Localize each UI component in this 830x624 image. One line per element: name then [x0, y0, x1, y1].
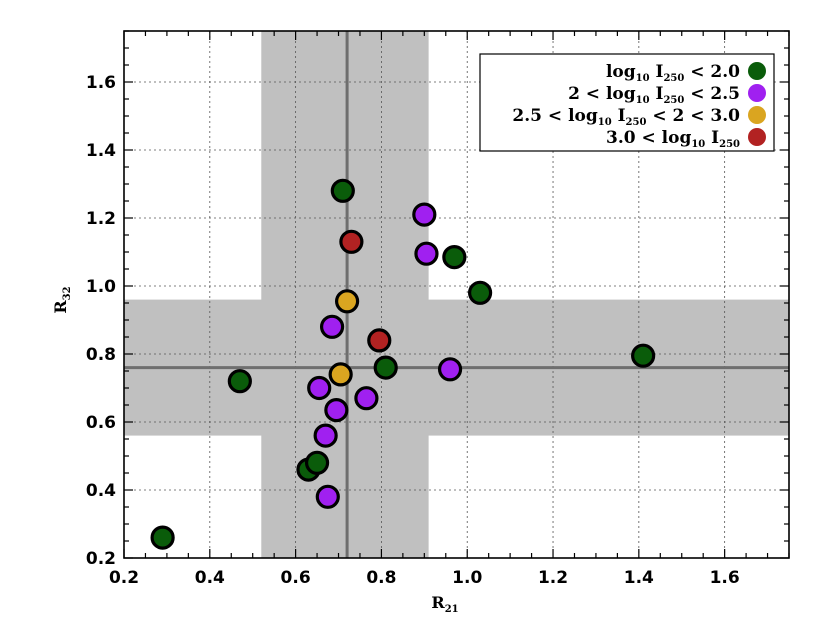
legend-text-part: 250 — [663, 95, 684, 106]
legend-label-1: log10 I250 < 2.0 — [606, 62, 740, 84]
legend-text-part: I — [650, 84, 664, 104]
legend-text-part: < 2.0 — [684, 62, 740, 82]
data-point-series-1 — [227, 369, 252, 394]
legend-label-2: 2 < log10 I250 < 2.5 — [568, 84, 740, 106]
y-axis-label: R32 — [51, 286, 73, 313]
data-points — [150, 178, 656, 550]
data-point-series-4 — [339, 229, 364, 254]
y-axis-label-sub: 32 — [62, 286, 73, 300]
x-tick-label: 0.2 — [109, 568, 139, 588]
y-tick-label: 1.6 — [86, 73, 116, 93]
legend-text-part: 250 — [719, 139, 740, 150]
data-point-series-3 — [328, 362, 353, 387]
legend-text-part: I — [650, 62, 664, 82]
legend-text-part: < 2.5 — [684, 84, 740, 104]
legend-text-part: 10 — [691, 139, 705, 150]
x-axis-label-sub: 21 — [445, 604, 459, 615]
y-tick-label: 0.2 — [86, 549, 116, 569]
data-point-series-4 — [367, 328, 392, 353]
data-point-series-2 — [354, 386, 379, 411]
legend-text-part: < 2 < 3.0 — [646, 106, 740, 126]
legend-text-part: I — [612, 106, 626, 126]
x-tick-label: 1.0 — [452, 568, 482, 588]
legend-text-part: I — [705, 128, 719, 148]
data-point-series-2 — [412, 202, 437, 227]
x-tick-label: 1.4 — [624, 568, 654, 588]
y-tick-label: 0.4 — [86, 481, 116, 501]
data-point-series-3 — [334, 289, 360, 314]
axis-ticks: 0.2 0.4 0.6 0.8 1.0 1.2 1.4 1.6 0.2 0.4 0.6 0.8 1.0 1… — [86, 30, 790, 588]
legend-text-part: 10 — [636, 95, 650, 106]
data-point-series-1 — [442, 245, 467, 270]
legend-marker-1 — [748, 62, 766, 80]
y-tick-label: 1.4 — [86, 141, 116, 161]
y-tick-label: 0.6 — [86, 413, 116, 433]
y-axis-label-main: R — [51, 300, 70, 314]
data-point-series-1 — [467, 280, 493, 305]
data-point-series-2 — [315, 484, 340, 509]
legend-text-part: 10 — [598, 117, 612, 128]
data-point-series-2 — [313, 423, 338, 448]
x-tick-label: 0.8 — [366, 568, 396, 588]
legend-text-part: 2.5 < log — [512, 106, 597, 126]
data-point-series-2 — [324, 398, 349, 423]
data-point-series-2 — [414, 241, 439, 266]
data-point-series-1 — [330, 178, 355, 203]
grid-lines — [124, 31, 789, 558]
legend-text-part: 250 — [663, 73, 684, 84]
legend-marker-3 — [748, 106, 766, 124]
y-tick-label: 0.8 — [86, 345, 116, 365]
y-tick-label: 1.0 — [86, 277, 116, 297]
x-tick-label: 0.6 — [281, 568, 311, 588]
legend-text-part: 10 — [636, 73, 650, 84]
x-axis-label: R21 — [431, 593, 458, 615]
x-tick-label: 1.2 — [538, 568, 568, 588]
x-tick-label: 0.4 — [195, 568, 225, 588]
x-axis-label-main: R — [431, 593, 445, 612]
legend-label-4: 3.0 < log10 I250 — [606, 128, 740, 150]
legend-label-3: 2.5 < log10 I250 < 2 < 3.0 — [512, 106, 740, 128]
legend-text-part: 2 < log — [568, 84, 636, 104]
plot-frame — [123, 30, 790, 559]
data-point-series-1 — [304, 450, 330, 475]
data-point-series-1 — [631, 343, 656, 368]
legend-text-part: 3.0 < log — [606, 128, 691, 148]
data-point-series-1 — [373, 355, 398, 380]
legend-text-part: log — [606, 62, 636, 82]
x-tick-label: 1.6 — [710, 568, 740, 588]
legend-marker-4 — [748, 128, 766, 146]
data-point-series-2 — [437, 357, 463, 382]
data-point-series-1 — [150, 525, 175, 550]
legend-entries: log10 I250 < 2.02 < log10 I250 < 2.52.5 … — [512, 62, 766, 150]
data-point-series-2 — [319, 314, 345, 339]
legend-marker-2 — [748, 84, 766, 102]
y-tick-label: 1.2 — [86, 209, 116, 229]
legend-box — [479, 53, 775, 152]
legend: log10 I250 < 2.02 < log10 I250 < 2.52.5 … — [479, 53, 775, 152]
data-point-series-2 — [307, 375, 332, 401]
legend-text-part: 250 — [626, 117, 647, 128]
